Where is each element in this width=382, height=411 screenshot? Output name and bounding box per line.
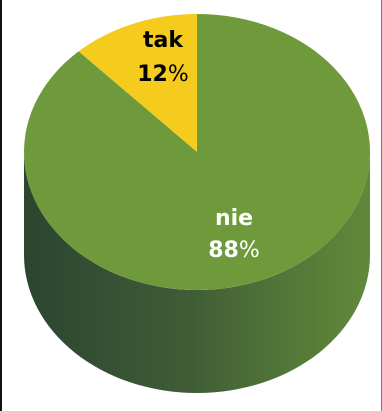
- pie-side-wall: [24, 152, 370, 393]
- slice-label-nie: nie: [215, 206, 253, 231]
- pie-slice-tak: [78, 14, 197, 152]
- slice-label-tak: tak: [143, 28, 184, 53]
- slice-value-nie: 88%: [208, 238, 260, 263]
- pie-slice-nie: [23, 14, 370, 290]
- slice-value-tak: 12%: [137, 62, 189, 87]
